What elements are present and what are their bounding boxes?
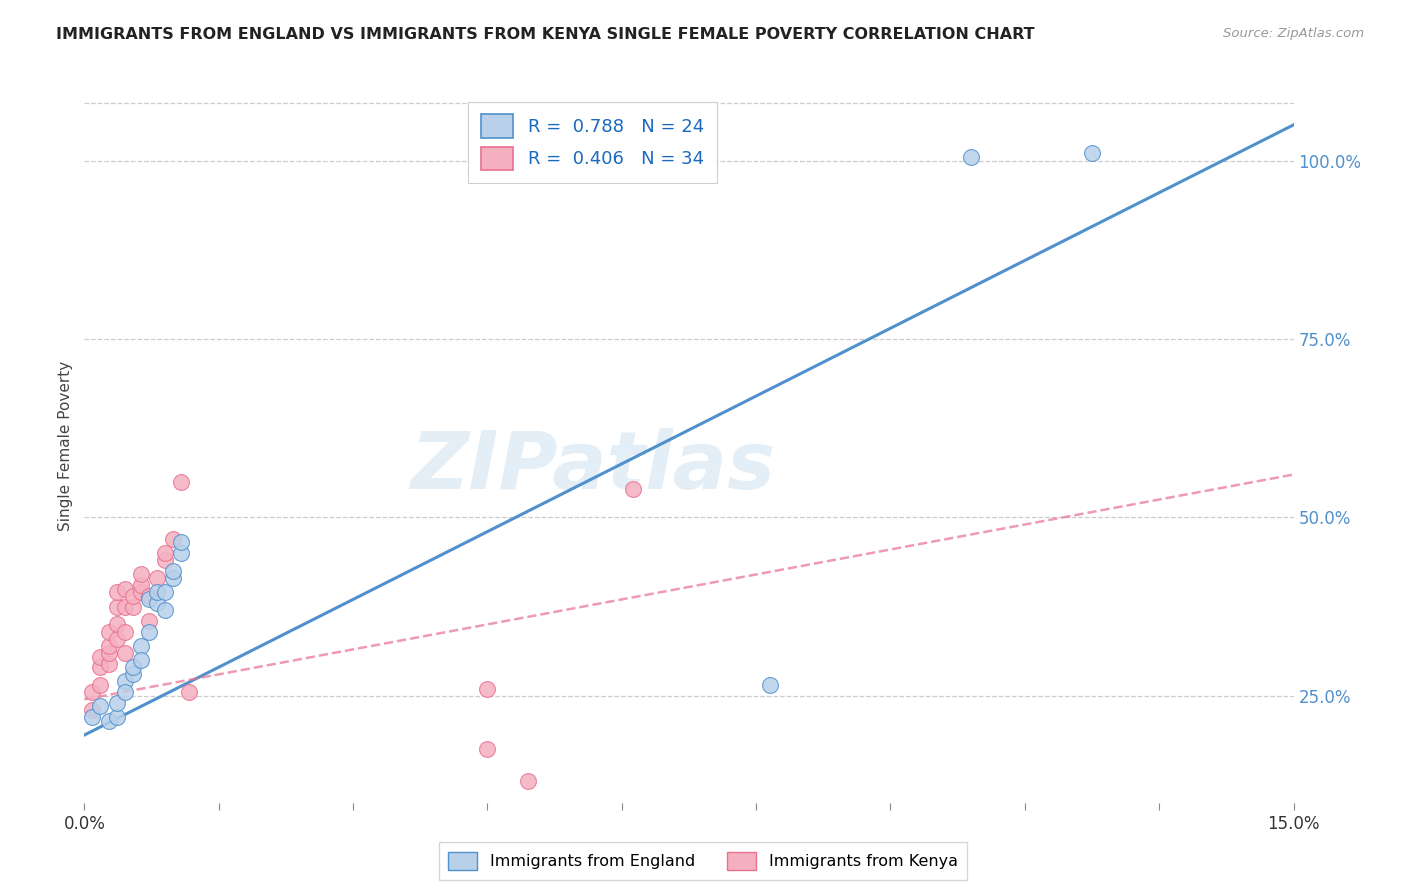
Point (89, 678, 111, 692)
Point (516, 774, 538, 789)
Point (97, 624, 120, 639)
Point (758, 678, 780, 692)
Point (114, 674, 136, 689)
Point (97, 714, 120, 728)
Point (146, 571, 169, 585)
Point (129, 585, 152, 599)
Point (105, 585, 128, 599)
Point (114, 685, 136, 699)
Point (114, 599, 136, 614)
Y-axis label: Single Female Poverty: Single Female Poverty (58, 361, 73, 531)
Point (82, 710, 104, 724)
Point (89, 660, 111, 674)
Point (146, 585, 169, 599)
Point (960, 150, 983, 164)
Point (477, 742, 499, 756)
Point (170, 535, 193, 549)
Point (82, 685, 104, 699)
Point (129, 578, 152, 592)
Point (89, 699, 111, 714)
Point (138, 614, 160, 628)
Point (146, 596, 169, 610)
Legend: R =  0.788   N = 24, R =  0.406   N = 34: R = 0.788 N = 24, R = 0.406 N = 34 (468, 102, 717, 183)
Point (121, 660, 143, 674)
Point (121, 667, 143, 681)
Point (82, 703, 104, 717)
Point (153, 546, 176, 560)
Point (129, 567, 152, 582)
Point (97, 646, 120, 660)
Point (138, 592, 160, 607)
Point (105, 599, 128, 614)
Point (477, 681, 499, 696)
Text: IMMIGRANTS FROM ENGLAND VS IMMIGRANTS FROM KENYA SINGLE FEMALE POVERTY CORRELATI: IMMIGRANTS FROM ENGLAND VS IMMIGRANTS FR… (56, 27, 1035, 42)
Point (170, 546, 193, 560)
Text: ZIPatlas: ZIPatlas (409, 428, 775, 507)
Point (129, 639, 152, 653)
Point (89, 649, 111, 664)
Point (105, 696, 128, 710)
Point (105, 710, 128, 724)
Point (105, 617, 128, 632)
Legend: Immigrants from England, Immigrants from Kenya: Immigrants from England, Immigrants from… (439, 842, 967, 880)
Point (621, 482, 644, 496)
Point (121, 599, 143, 614)
Point (162, 564, 184, 578)
Point (114, 646, 136, 660)
Point (1081, 146, 1104, 161)
Point (153, 585, 176, 599)
Point (114, 624, 136, 639)
Point (138, 624, 160, 639)
Text: Source: ZipAtlas.com: Source: ZipAtlas.com (1223, 27, 1364, 40)
Point (97, 657, 120, 671)
Point (170, 475, 193, 489)
Point (162, 532, 184, 546)
Point (179, 685, 201, 699)
Point (129, 653, 152, 667)
Point (153, 553, 176, 567)
Point (105, 632, 128, 646)
Point (162, 571, 184, 585)
Point (121, 589, 143, 603)
Point (114, 582, 136, 596)
Point (153, 603, 176, 617)
Point (97, 639, 120, 653)
Point (138, 589, 160, 603)
